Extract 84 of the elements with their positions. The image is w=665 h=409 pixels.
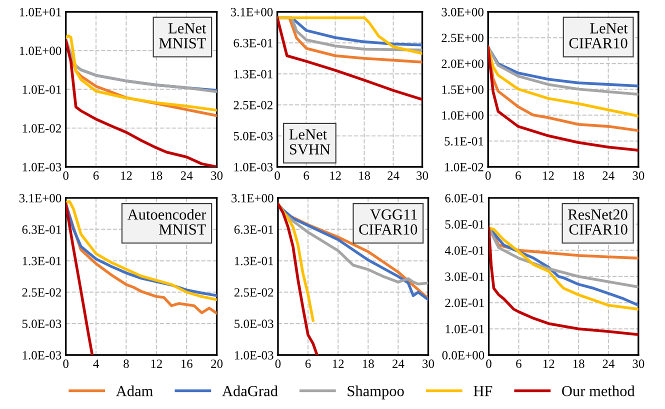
x-tick-label: 30 xyxy=(632,171,644,180)
y-tick-label: 4.0E-01 xyxy=(444,246,484,255)
x-tick-label: 30 xyxy=(416,171,428,180)
y-tick-label: 2.0E+00 xyxy=(442,60,484,68)
y-tick-label: 6.3E-01 xyxy=(234,225,274,234)
y-tick-label: 1.0E-03 xyxy=(22,351,62,360)
text: VGG11 CIFAR10 xyxy=(359,209,418,235)
x-tick-label: 12 xyxy=(332,360,344,368)
x-tick-label: 0 xyxy=(486,360,492,368)
y-tick-label: 1.0E+01 xyxy=(20,8,61,16)
y-tick-label: 5.0E-01 xyxy=(445,220,484,229)
x-tick-label: 12 xyxy=(330,171,341,180)
x-tick-label: 6 xyxy=(305,360,311,368)
legend-label: Shampoo xyxy=(348,385,404,400)
x-tick-label: 12 xyxy=(543,360,554,368)
y-tick-label: 5.0E-03 xyxy=(234,320,274,328)
text: LeNet MNIST xyxy=(159,23,206,48)
y-tick-label: 1.0E-03 xyxy=(234,162,273,172)
y-tick-label: 1.3E-01 xyxy=(234,256,274,266)
x-tick-label: 12 xyxy=(121,171,132,180)
y-tick-label: 1.0E+00 xyxy=(20,46,62,56)
y-tick-label: 1.5E+00 xyxy=(442,85,484,94)
x-tick-label: 30 xyxy=(211,171,223,180)
x-tick-label: 4 xyxy=(93,360,99,368)
y-tick-label: 1.0E-03 xyxy=(22,162,62,172)
y-tick-label: 1.0E-02 xyxy=(22,124,61,133)
y-tick-label: 2.5E+00 xyxy=(442,34,484,42)
x-tick-label: 6 xyxy=(516,360,522,368)
y-tick-label: 1.3E-01 xyxy=(22,256,61,266)
y-tick-label: 1.0E-03 xyxy=(234,351,274,360)
x-tick-label: 18 xyxy=(151,171,162,180)
x-tick-label: 30 xyxy=(632,360,644,368)
legend-label: AdaGrad xyxy=(222,385,278,396)
y-tick-label: 5.0E-03 xyxy=(22,320,62,328)
y-tick-label: 1.3E-01 xyxy=(234,70,272,78)
legend-label: Our method xyxy=(562,385,635,396)
x-tick-label: 6 xyxy=(93,171,99,180)
x-tick-label: 0 xyxy=(275,360,281,368)
x-tick-label: 18 xyxy=(362,360,374,368)
x-tick-label: 24 xyxy=(180,171,193,180)
y-tick-label: 6.3E-01 xyxy=(22,225,61,234)
x-tick-label: 24 xyxy=(388,171,400,180)
x-tick-label: 24 xyxy=(392,360,404,368)
x-tick-label: 6 xyxy=(516,171,521,180)
y-tick-label: 3.0E-01 xyxy=(445,272,484,281)
x-tick-label: 18 xyxy=(359,171,370,180)
x-tick-label: 24 xyxy=(602,171,614,180)
x-tick-label: 6 xyxy=(304,171,310,180)
x-tick-label: 0 xyxy=(485,171,491,180)
y-tick-label: 0.0E+00 xyxy=(442,351,484,360)
y-tick-label: 2.5E-02 xyxy=(234,288,274,297)
y-tick-label: 2.5E-02 xyxy=(234,100,272,110)
text: ResNet20 CIFAR10 xyxy=(568,209,628,235)
text: LeNet CIFAR10 xyxy=(569,23,628,48)
x-tick-label: 18 xyxy=(573,360,584,368)
y-tick-label: 2.0E-01 xyxy=(445,298,484,308)
y-tick-label: 3.1E+00 xyxy=(232,194,274,202)
x-tick-label: 0 xyxy=(274,171,280,180)
y-tick-label: 6.0E-01 xyxy=(445,194,484,202)
x-tick-label: 16 xyxy=(181,360,192,368)
y-tick-label: 1.0E-01 xyxy=(22,85,61,94)
x-tick-label: 18 xyxy=(573,171,584,180)
y-tick-label: 3.1E+00 xyxy=(230,8,273,16)
y-tick-label: 1.0E-01 xyxy=(446,324,484,334)
x-tick-label: 0 xyxy=(63,171,68,180)
y-tick-label: 5.1E-01 xyxy=(444,137,484,146)
y-tick-label: 1.0E-02 xyxy=(445,162,484,172)
x-tick-label: 24 xyxy=(602,360,615,368)
x-tick-label: 30 xyxy=(422,360,434,368)
legend-label: Adam xyxy=(116,385,153,396)
x-tick-label: 20 xyxy=(211,360,223,368)
x-tick-label: 8 xyxy=(124,360,129,368)
y-tick-label: 1.0E+00 xyxy=(442,111,484,120)
y-tick-label: 5.0E-03 xyxy=(234,132,273,140)
text: Autoencoder MNIST xyxy=(127,208,206,235)
text: LeNet SVHN xyxy=(289,129,330,155)
legend-label: HF xyxy=(474,386,492,396)
x-tick-label: 12 xyxy=(543,171,554,180)
y-tick-label: 3.1E+00 xyxy=(19,194,62,202)
y-tick-label: 2.5E-02 xyxy=(22,288,61,297)
x-tick-label: 12 xyxy=(151,360,162,368)
x-tick-label: 0 xyxy=(63,360,68,368)
y-tick-label: 6.3E-01 xyxy=(234,38,272,48)
y-tick-label: 3.0E+00 xyxy=(442,8,484,16)
